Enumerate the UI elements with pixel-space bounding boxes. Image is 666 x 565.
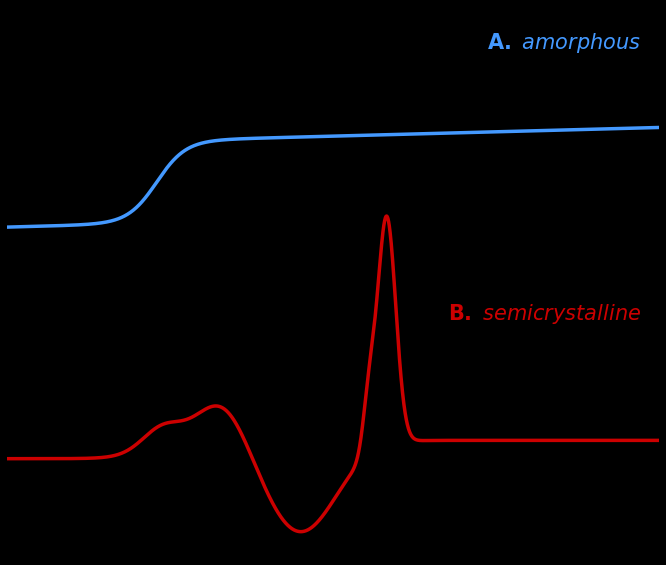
Text: $\mathbf{A.}$ $\it{amorphous}$: $\mathbf{A.}$ $\it{amorphous}$ [487,31,641,55]
Text: $\mathbf{B.}$ $\it{semicrystalline}$: $\mathbf{B.}$ $\it{semicrystalline}$ [448,302,641,326]
